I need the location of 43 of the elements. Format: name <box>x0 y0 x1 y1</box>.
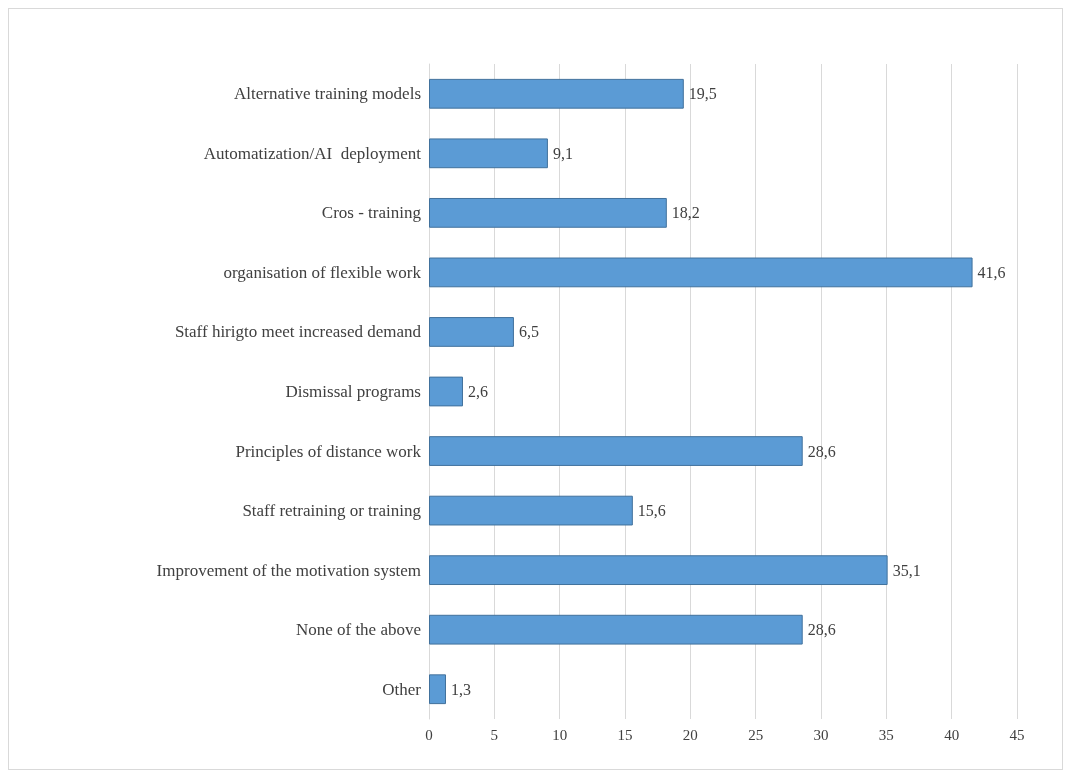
data-label: 15,6 <box>637 502 666 520</box>
x-tick-label: 10 <box>552 726 568 743</box>
y-tick-label: Staff hirigto meet increased demand <box>174 322 422 342</box>
y-tick-label: None of the above <box>295 620 421 640</box>
data-label: 1,3 <box>450 680 471 698</box>
data-label: 35,1 <box>892 561 921 579</box>
y-tick-label: Other <box>382 679 422 699</box>
bar <box>429 436 803 466</box>
bar <box>429 257 973 288</box>
bar <box>429 674 446 705</box>
y-tick-label: Principles of distance work <box>235 441 422 461</box>
data-label: 28,6 <box>807 621 836 639</box>
data-label: 18,2 <box>671 204 700 222</box>
y-tick-label: Alternative training models <box>234 84 421 104</box>
bar <box>429 197 667 228</box>
data-label: 19,5 <box>688 85 717 103</box>
y-tick-label: Staff retraining or training <box>242 501 422 521</box>
bar <box>429 614 803 645</box>
x-tick-label: 40 <box>944 726 960 743</box>
x-tick-label: 15 <box>617 726 633 743</box>
bar <box>429 555 888 586</box>
bar <box>429 317 514 347</box>
bar <box>429 495 633 526</box>
x-tick-label: 5 <box>490 726 499 743</box>
y-tick-label: Automatization/AI deployment <box>203 143 422 163</box>
data-label: 9,1 <box>552 144 573 162</box>
bar <box>429 376 463 407</box>
x-tick-label: 0 <box>425 726 433 743</box>
x-tick-label: 25 <box>748 726 764 743</box>
bar <box>429 138 548 169</box>
y-tick-label: Improvement of the motivation system <box>156 560 421 580</box>
y-tick-label: Cros - training <box>321 203 422 223</box>
x-tick-label: 35 <box>878 726 894 743</box>
data-label: 2,6 <box>467 383 488 400</box>
data-label: 6,5 <box>518 323 539 341</box>
x-tick-label: 30 <box>813 726 829 743</box>
x-tick-label: 20 <box>682 726 698 743</box>
data-label: 28,6 <box>807 442 836 460</box>
bar <box>429 78 684 109</box>
y-tick-label: Dismissal programs <box>285 382 421 401</box>
y-tick-label: organisation of flexible work <box>223 262 422 282</box>
data-label: 41,6 <box>977 263 1006 281</box>
x-tick-label: 45 <box>1009 726 1025 743</box>
